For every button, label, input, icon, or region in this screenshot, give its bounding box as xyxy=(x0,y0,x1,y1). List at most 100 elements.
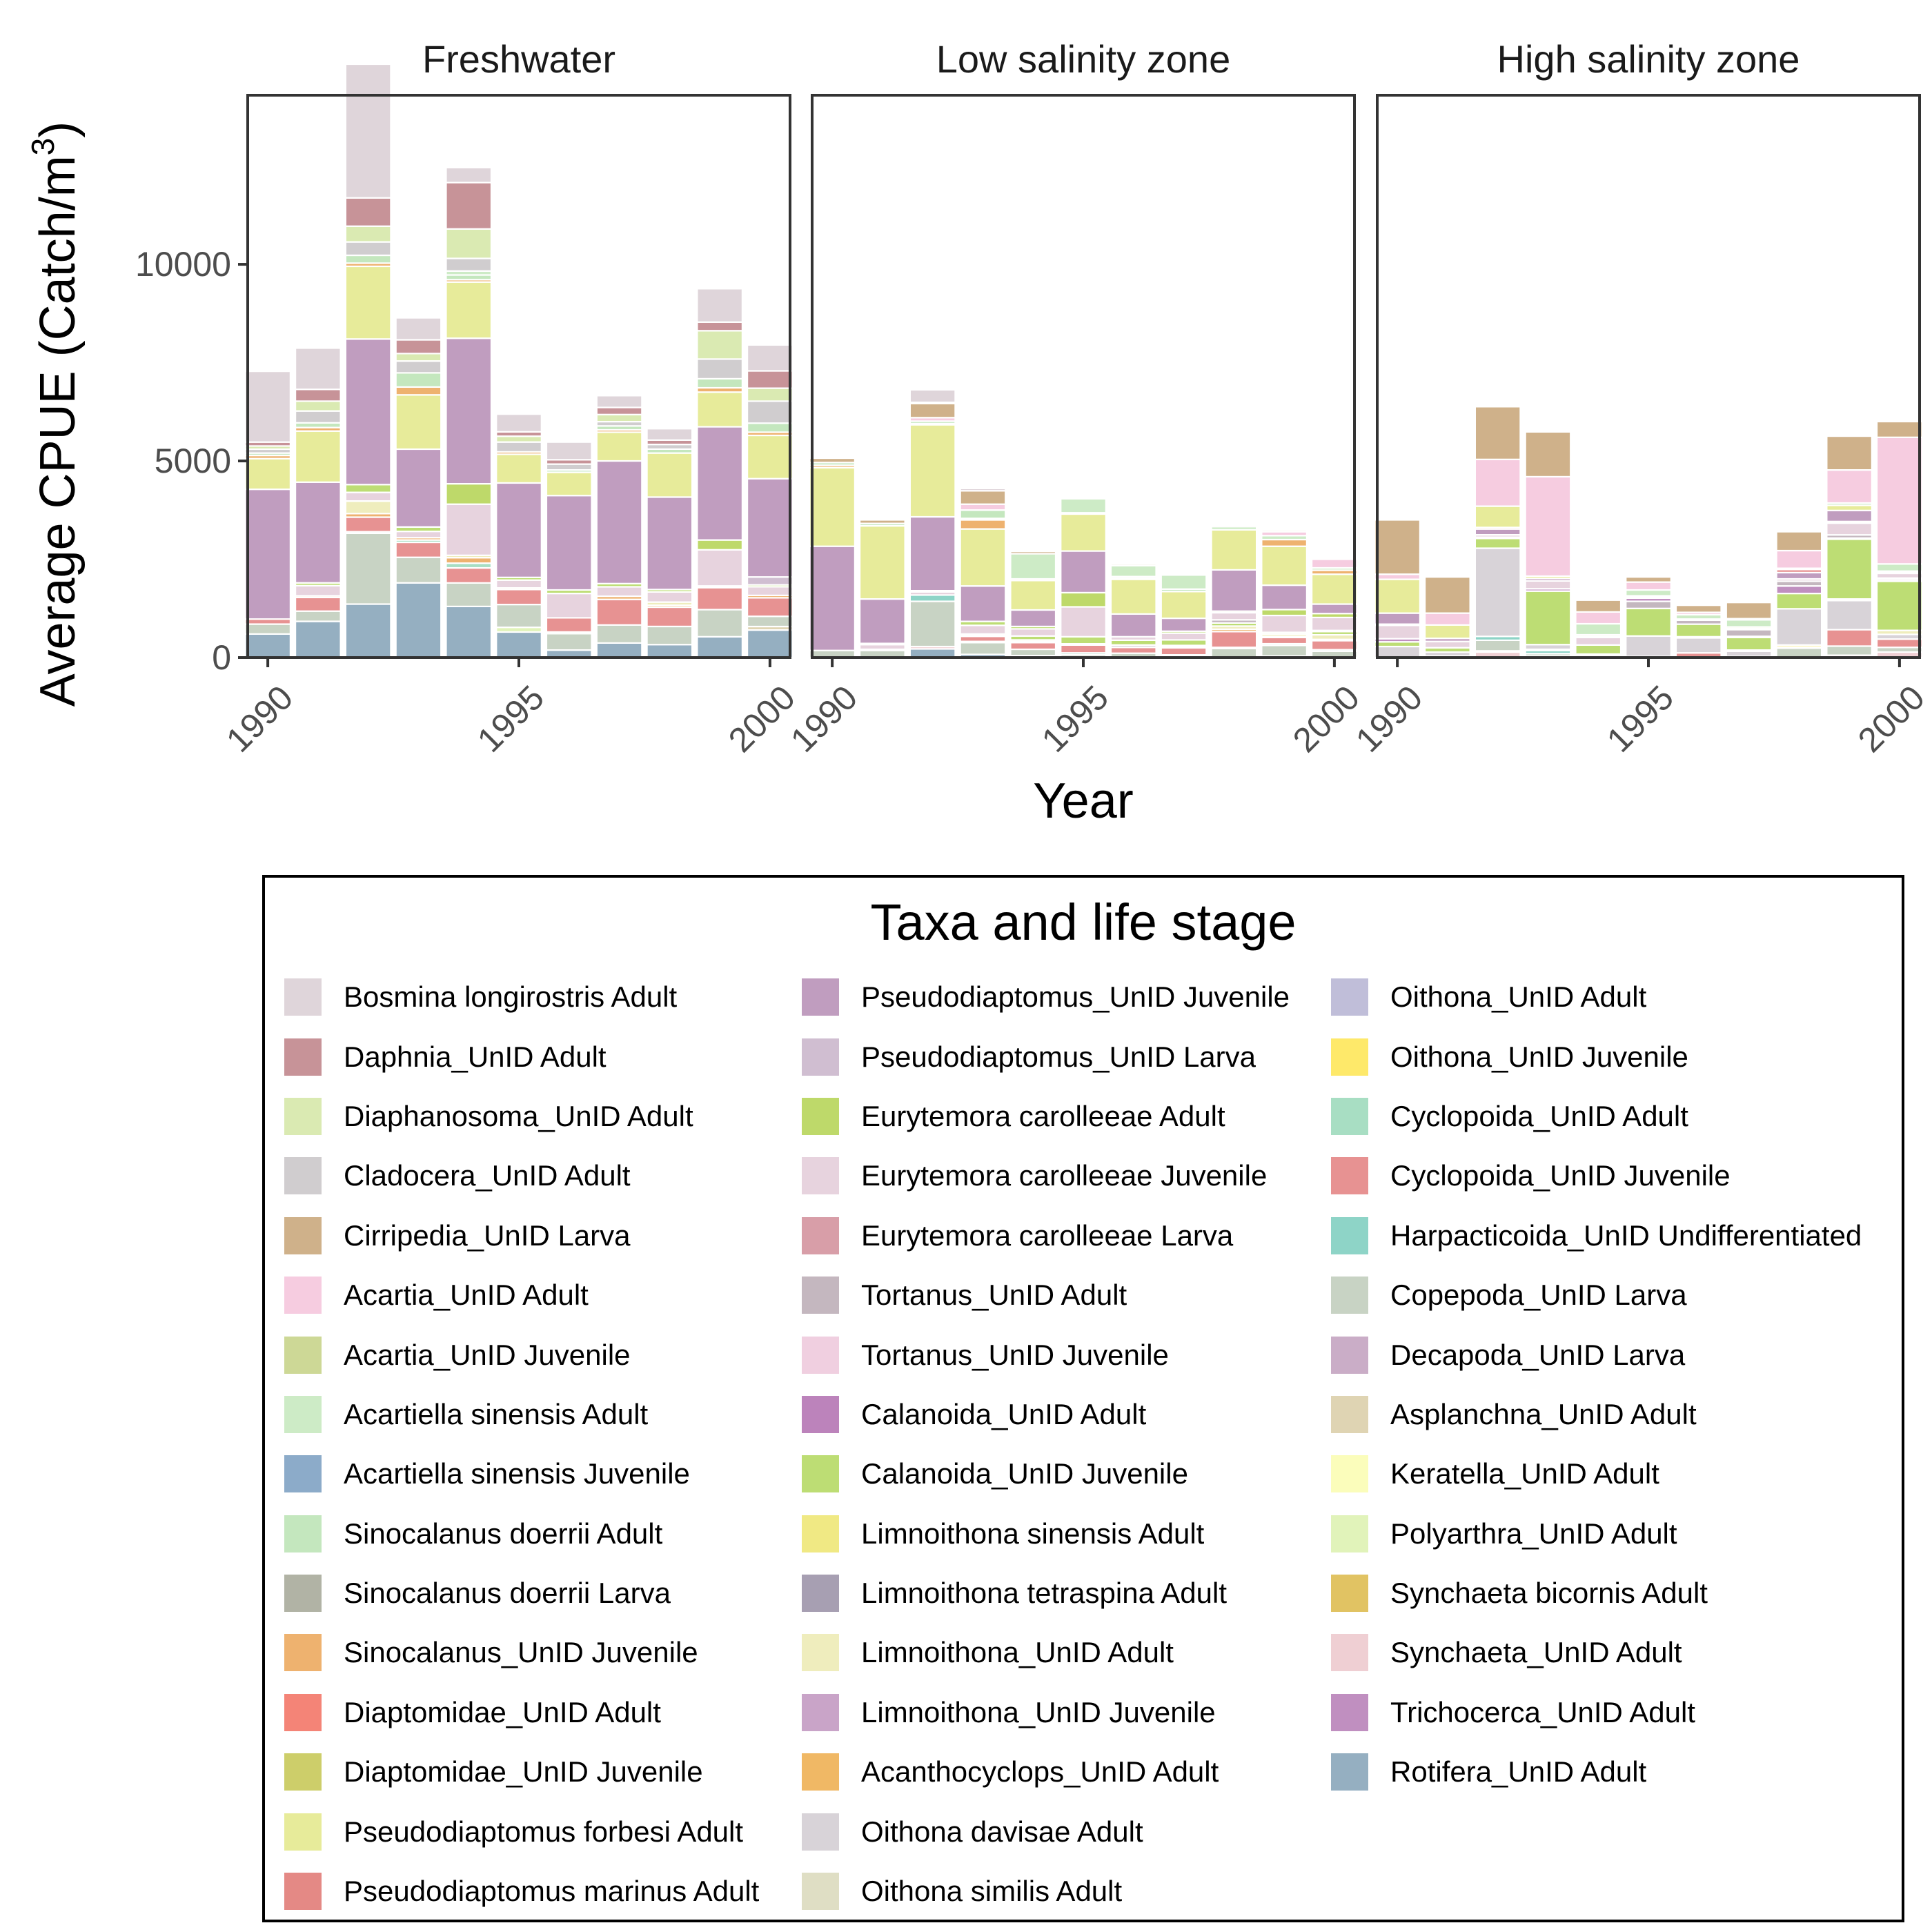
bar-segment-eca xyxy=(1261,609,1308,617)
bar-segment-aca xyxy=(1625,581,1672,591)
bar-1995 xyxy=(495,413,542,659)
legend-label: Sinocalanus doerrii Larva xyxy=(344,1577,671,1610)
bar-segment-cir xyxy=(1675,604,1722,613)
bar-segment-dap xyxy=(445,181,493,230)
legend-swatch xyxy=(1331,1395,1368,1433)
bar-segment-ecj xyxy=(1826,522,1873,536)
bar-segment-pfa xyxy=(909,424,956,518)
bar-1999 xyxy=(1261,529,1308,659)
legend-label: Oithona_UnID Adult xyxy=(1390,980,1647,1014)
legend-label: Bosmina longirostris Adult xyxy=(344,980,678,1014)
bar-segment-col xyxy=(495,603,542,629)
legend-item: Keratella_UnID Adult xyxy=(1331,1444,1862,1504)
legend-item: Trichocerca_UnID Adult xyxy=(1331,1683,1862,1742)
legend-swatch xyxy=(284,1038,322,1076)
bar-segment-col xyxy=(1474,639,1521,652)
legend-swatch xyxy=(1331,1336,1368,1374)
bar-segment-pfa xyxy=(445,281,493,339)
bar-segment-dia xyxy=(344,225,392,243)
bar-segment-caj xyxy=(1725,636,1773,651)
bar-segment-pfa xyxy=(295,430,342,483)
bar-segment-col xyxy=(595,624,643,644)
x-tick-label: 1995 xyxy=(470,678,551,760)
bar-segment-pfa xyxy=(1261,545,1308,586)
legend-swatch xyxy=(284,1276,322,1314)
bar-segment-col xyxy=(395,556,442,584)
bar-segment-pfa xyxy=(809,466,856,547)
legend-label: Polyarthra_UnID Adult xyxy=(1390,1517,1677,1550)
bar-segment-puj xyxy=(1060,550,1107,594)
bar-segment-sda xyxy=(344,254,392,264)
y-tick-label: 0 xyxy=(212,638,231,677)
bar-segment-cir xyxy=(1725,602,1773,620)
legend-item: Cyclopoida_UnID Juvenile xyxy=(1331,1146,1862,1205)
bar-segment-puj xyxy=(1160,617,1208,632)
bar-1997 xyxy=(1725,602,1773,659)
bar-segment-cir xyxy=(1261,529,1308,533)
bar-segment-dap xyxy=(295,388,342,402)
bar-segment-cla xyxy=(495,441,542,453)
bar-segment-cir xyxy=(959,490,1007,505)
legend-label: Cyclopoida_UnID Juvenile xyxy=(1390,1159,1731,1192)
legend-item: Eurytemora carolleeae Larva xyxy=(802,1206,1290,1265)
legend-item: Synchaeta bicornis Adult xyxy=(1331,1564,1862,1623)
bar-1997 xyxy=(1160,573,1208,659)
legend-swatch xyxy=(802,1336,839,1374)
bar-segment-cir xyxy=(1160,573,1208,576)
bar-segment-cyj xyxy=(295,596,342,612)
legend-item: Cirripedia_UnID Larva xyxy=(284,1206,759,1265)
legend-label: Acartia_UnID Juvenile xyxy=(344,1338,631,1371)
bar-segment-puj xyxy=(344,338,392,486)
bar-segment-bos xyxy=(395,317,442,341)
legend-swatch xyxy=(1331,1575,1368,1613)
legend-label: Pseudodiaptomus forbesi Adult xyxy=(344,1815,744,1848)
bar-segment-cyj xyxy=(1110,647,1157,654)
bar-segment-col xyxy=(244,623,291,635)
bar-segment-puj xyxy=(696,426,744,541)
bar-segment-bos xyxy=(746,344,793,372)
bar-segment-ecj xyxy=(445,503,493,556)
bar-segment-sda xyxy=(959,509,1007,520)
bar-segment-cla xyxy=(344,241,392,257)
bar-1998 xyxy=(1210,523,1258,659)
bar-segment-col xyxy=(1261,644,1308,657)
legend-item: Sinocalanus doerrii Larva xyxy=(284,1564,759,1623)
bar-segment-caj xyxy=(1826,538,1873,600)
bar-segment-ecj xyxy=(545,592,593,619)
bar-segment-cla xyxy=(395,360,442,374)
bar-segment-col xyxy=(1009,648,1057,657)
bar-segment-oda xyxy=(1474,547,1521,638)
bar-segment-dia xyxy=(445,228,493,259)
bar-segment-bos xyxy=(1009,549,1057,553)
bar-segment-dia xyxy=(696,330,744,360)
bar-segment-asa xyxy=(1009,553,1057,580)
bar-segment-asa xyxy=(1725,619,1773,628)
bar-segment-puj xyxy=(909,515,956,592)
bar-segment-pfa xyxy=(344,265,392,340)
legend-swatch xyxy=(802,1216,839,1254)
y-axis-title: Average CPUE (Catch/m3) xyxy=(25,121,86,707)
x-axis-title: Year xyxy=(1033,773,1133,829)
y-axis-title-main: Average CPUE (Catch/m xyxy=(30,155,86,707)
bar-1996 xyxy=(1675,604,1722,659)
bar-segment-puj xyxy=(1474,528,1521,536)
bar-segment-bos xyxy=(646,428,693,441)
legend-label: Trichocerca_UnID Adult xyxy=(1390,1695,1695,1728)
bar-segment-cyj xyxy=(1210,631,1258,649)
legend-item: Pseudodiaptomus_UnID Juvenile xyxy=(802,967,1290,1027)
legend-swatch xyxy=(284,1575,322,1613)
legend-label: Sinocalanus doerrii Adult xyxy=(344,1517,663,1550)
panel-high-salinity-zone: High salinity zone 1990 1995 2000 xyxy=(1348,37,1932,760)
bar-segment-cyj xyxy=(1160,647,1208,656)
legend-item: Pseudodiaptomus marinus Adult xyxy=(284,1862,759,1921)
bar-segment-suj xyxy=(1261,538,1308,547)
bar-segment-rot xyxy=(696,635,744,659)
legend-item: Diaptomidae_UnID Adult xyxy=(284,1683,759,1742)
bar-segment-tri xyxy=(1775,585,1823,595)
bar-segment-pfa xyxy=(1374,578,1421,614)
legend-swatch xyxy=(284,1634,322,1672)
bar-segment-pfa xyxy=(959,528,1007,587)
legend-swatch xyxy=(284,1336,322,1374)
bar-segment-lua xyxy=(344,500,392,515)
bar-1992 xyxy=(344,63,392,659)
